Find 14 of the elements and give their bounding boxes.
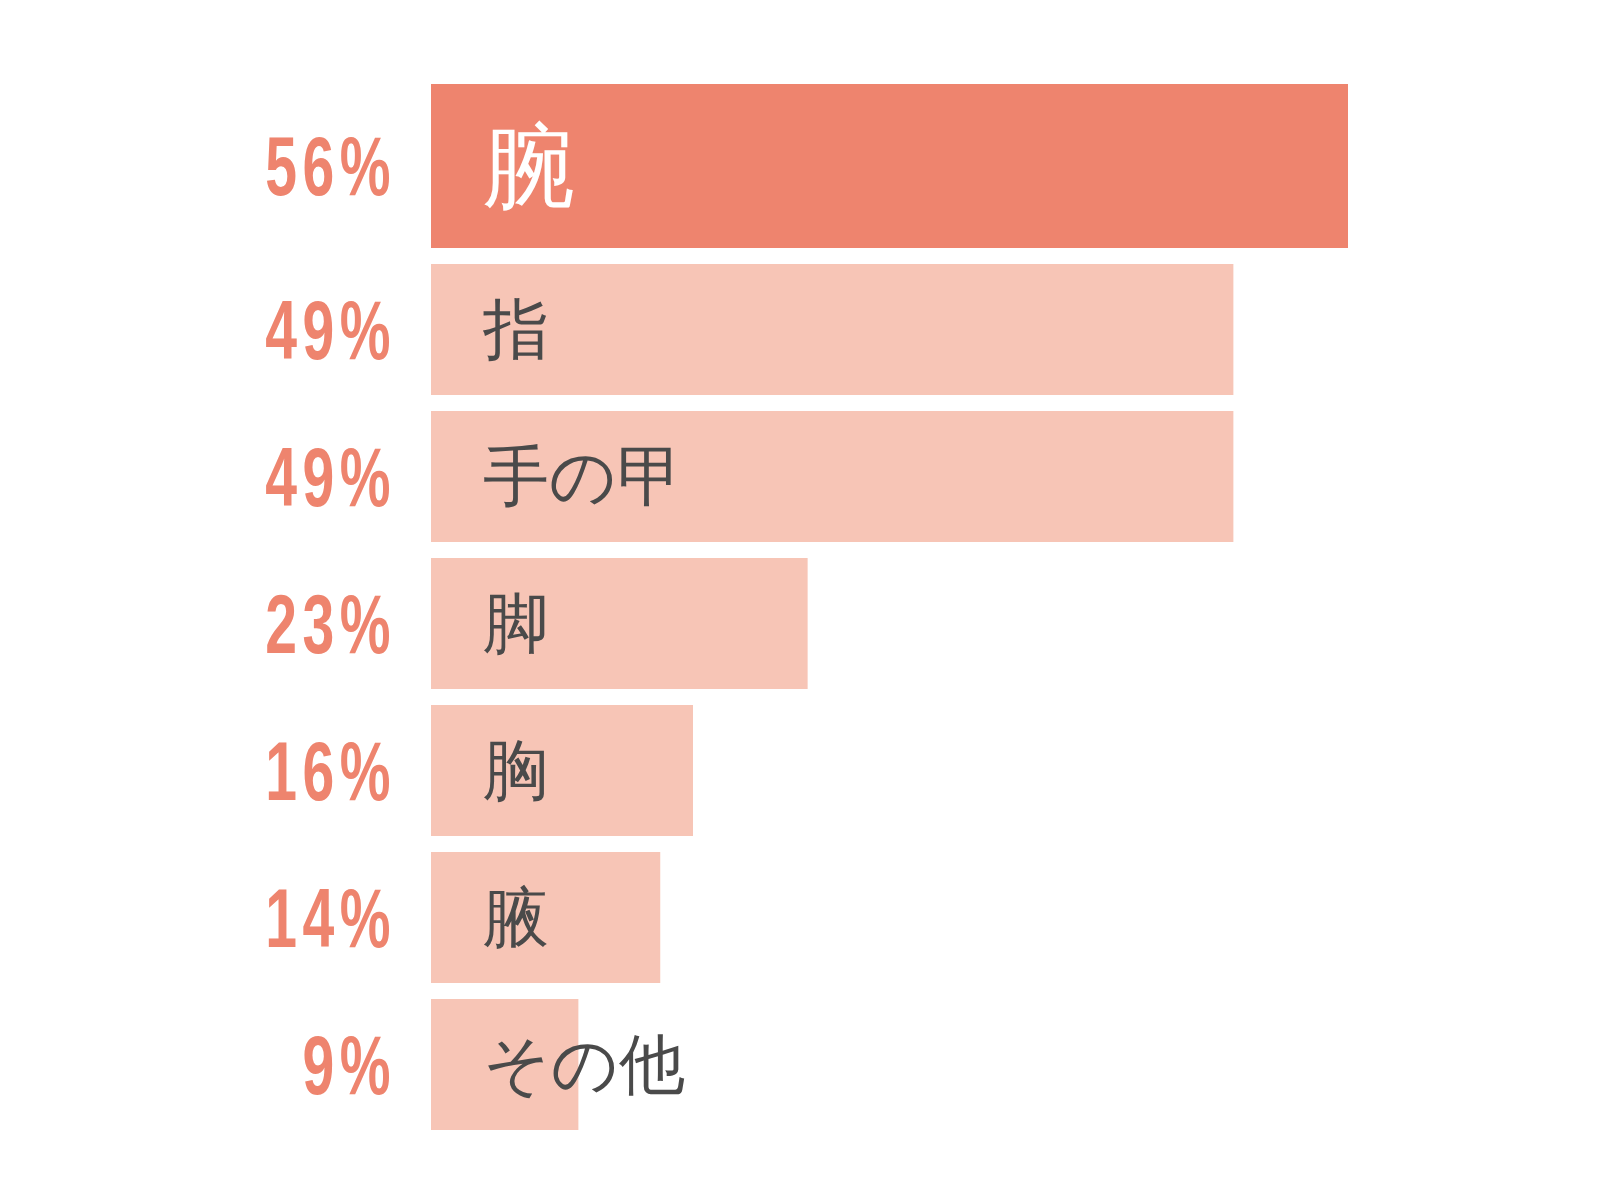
data-label: 14% bbox=[265, 870, 396, 965]
y-tick-label: 胸 bbox=[483, 732, 549, 809]
y-tick-label: 指 bbox=[482, 291, 549, 368]
data-label: 49% bbox=[265, 282, 396, 377]
y-tick-label: その他 bbox=[483, 1026, 685, 1103]
data-label: 9% bbox=[302, 1017, 396, 1112]
y-tick-label: 脚 bbox=[483, 585, 549, 662]
data-label: 49% bbox=[265, 429, 396, 524]
data-label: 23% bbox=[265, 576, 396, 671]
y-tick-label: 手の甲 bbox=[483, 438, 683, 515]
y-tick-label: 腕 bbox=[483, 112, 575, 220]
data-label: 16% bbox=[265, 723, 396, 818]
y-tick-label: 腋 bbox=[483, 879, 549, 956]
data-label: 56% bbox=[265, 119, 396, 213]
